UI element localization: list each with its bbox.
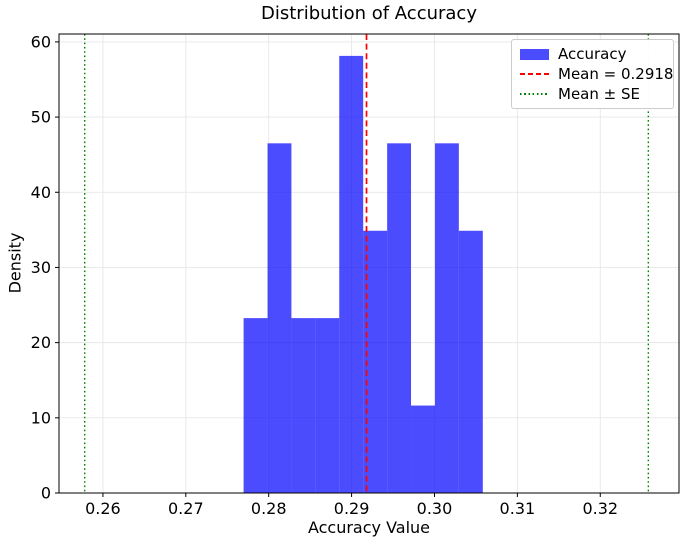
legend-item-se: Mean ± SE [520,84,665,104]
histogram-bar [339,55,364,493]
y-tick-label: 0 [41,484,51,503]
chart-title: Distribution of Accuracy [261,3,477,24]
y-axis-label: Density [5,232,25,294]
legend-item-mean: Mean = 0.2918 [520,64,673,84]
legend-item-label: Accuracy [558,45,627,63]
legend-swatch-accuracy-patch [520,48,549,60]
histogram-bar [267,143,292,493]
x-tick-label: 0.30 [417,499,453,518]
histogram-bar [387,143,412,493]
legend-item-accuracy: Accuracy [520,44,665,64]
x-tick-label: 0.28 [251,499,287,518]
axes-border [58,33,680,494]
y-tick-label: 30 [31,258,51,277]
histogram-bar [315,318,340,493]
legend-swatch-se-dotted-line [520,93,549,95]
x-tick-label: 0.31 [500,499,536,518]
histogram-bar [458,230,483,493]
histogram-bar [363,230,388,493]
histogram-bar [411,405,435,493]
legend-item-label: Mean ± SE [558,85,640,103]
y-tick-label: 10 [31,408,51,427]
x-tick-label: 0.26 [85,499,121,518]
x-axis-label: Accuracy Value [307,518,431,537]
legend-swatch-mean-dashed-line [520,73,549,75]
y-tick-label: 20 [31,333,51,352]
histogram-bar [434,143,459,493]
y-tick-label: 50 [31,108,51,127]
legend-item-label: Mean = 0.2918 [558,65,674,83]
x-tick-label: 0.27 [168,499,204,518]
x-tick-label: 0.29 [334,499,370,518]
y-tick-label: 40 [31,183,51,202]
legend: Accuracy Mean = 0.2918 Mean ± SE [511,39,674,109]
histogram-bar [243,318,268,493]
y-tick-label: 60 [31,32,51,51]
histogram-bar [291,318,316,493]
x-tick-label: 0.32 [582,499,618,518]
